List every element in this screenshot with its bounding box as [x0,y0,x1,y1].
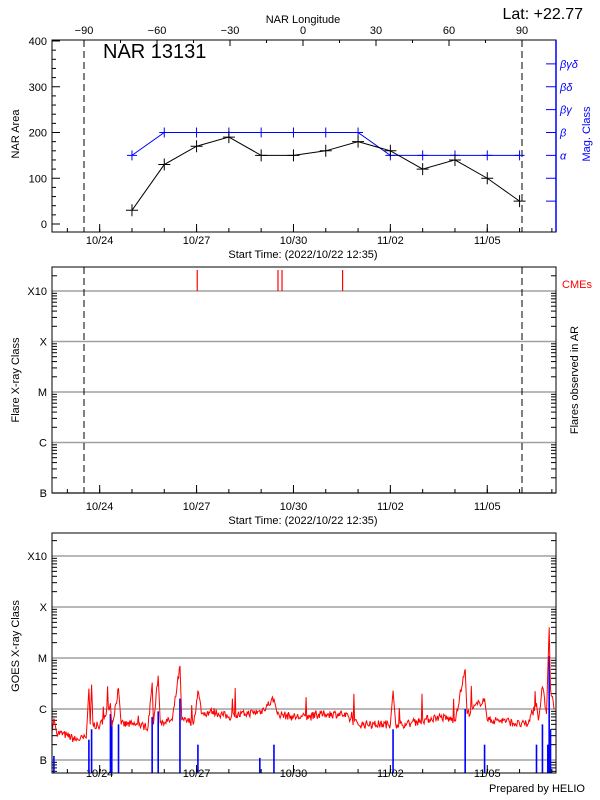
top-date-axis-tick-label: 11/02 [377,235,404,247]
longitude-axis-title: NAR Longitude [266,14,341,26]
area-panel-frame [51,39,557,233]
top-date-axis-tick-label: 10/24 [86,235,114,247]
mag-class-point [417,150,428,161]
longitude-tick-label: 90 [516,25,528,37]
middle-date-axis-tick-label: 10/27 [183,501,211,513]
middle-date-axis-tick-label: 11/02 [377,501,404,513]
area-point [416,163,429,176]
area-point [384,144,397,157]
mag-class-axis-title: Mag. Class [581,106,593,162]
bottom-date-axis-tick-label: 11/05 [474,768,501,780]
mag-class-tick-label: βγ [559,105,573,117]
latitude-label: Lat: +22.77 [502,6,583,23]
area-point [222,131,235,144]
longitude-tick-label: −60 [148,25,167,37]
area-tick-label: 200 [29,128,47,140]
area-point [158,158,171,171]
flare-class-tick-label: X [40,337,48,349]
flare-class-tick-label: M [38,387,47,399]
longitude-tick-label: −90 [75,25,94,37]
goes-axis-title: GOES X-ray Class [10,600,22,692]
goes-class-tick-label: C [39,704,47,716]
mag-class-point [126,150,137,161]
mag-class-point [482,150,493,161]
goes-flux-line [51,627,555,743]
goes-class-tick-label: M [38,653,47,665]
mag-class-point [191,127,202,138]
goes-panel-frame [51,532,557,774]
area-point [513,195,526,208]
mag-class-tick-label: α [560,150,567,162]
longitude-tick-label: 60 [443,25,455,37]
goes-class-tick-label: B [40,755,47,767]
mag-class-tick-label: βδ [559,82,573,94]
area-axis-title: NAR Area [10,109,22,159]
goes-class-tick-label: X [40,602,48,614]
flare-axis-title: Flare X-ray Class [10,337,22,422]
middle-date-axis-tick-label: 10/30 [280,501,308,513]
area-tick-label: 400 [29,36,47,48]
longitude-tick-label: 0 [300,25,306,37]
mag-class-point [320,127,331,138]
mag-class-point [256,127,267,138]
flare-panel-frame [51,266,557,494]
region-title: NAR 13131 [103,41,206,63]
mag-class-tick-label: βγδ [559,59,579,71]
area-point [255,149,268,162]
middle-date-axis-tick-label: 11/05 [474,501,501,513]
goes-class-tick-label: X10 [27,551,47,563]
mag-class-tick-label: β [559,128,567,140]
longitude-tick-label: 30 [370,25,382,37]
mag-class-point [514,150,525,161]
middle-date-axis-tick-label: 10/24 [86,501,114,513]
flare-class-tick-label: C [39,438,47,450]
longitude-tick-label: −30 [221,25,240,37]
area-point [190,140,203,153]
area-tick-label: 0 [41,219,47,231]
bottom-date-axis-tick-label: 10/27 [183,768,211,780]
cme-label: CMEs [562,279,592,291]
flare-class-tick-label: B [40,488,47,500]
mag-class-point [288,127,299,138]
bottom-date-axis-tick-label: 10/30 [280,768,308,780]
area-point [319,144,332,157]
area-tick-label: 300 [29,82,47,94]
top-panel-xlabel: Start Time: (2022/10/22 12:35) [228,249,377,261]
area-point [481,172,494,185]
bottom-date-axis-tick-label: 10/24 [86,768,114,780]
flare-class-tick-label: X10 [27,286,47,298]
area-point [125,204,138,217]
mag-class-point [159,127,170,138]
area-tick-label: 100 [29,173,47,185]
top-date-axis-tick-label: 10/27 [183,235,211,247]
flares-observed-title: Flares observed in AR [569,326,581,434]
bottom-date-axis-tick-label: 11/02 [377,768,404,780]
area-point [448,153,461,166]
top-date-axis-tick-label: 11/05 [474,235,501,247]
prepared-by-label: Prepared by HELIO [489,783,585,795]
middle-panel-xlabel: Start Time: (2022/10/22 12:35) [228,515,377,527]
area-point [352,135,365,148]
area-point [287,149,300,162]
top-date-axis-tick-label: 10/30 [280,235,308,247]
